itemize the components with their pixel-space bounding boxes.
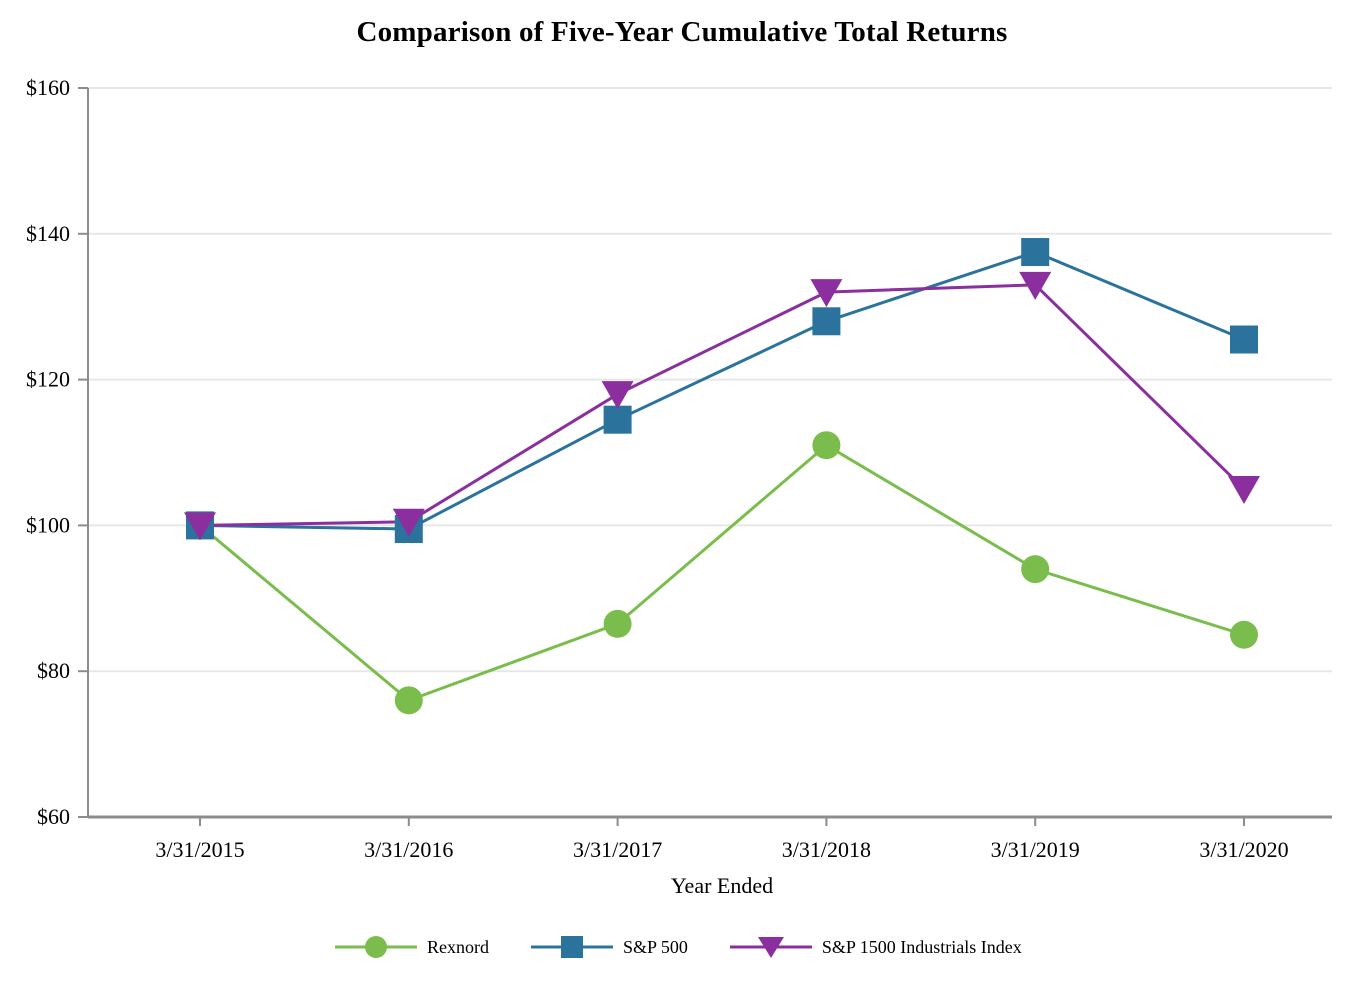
data-point-circle — [1230, 620, 1258, 649]
y-tick-label: $120 — [26, 367, 70, 392]
data-point-circle — [812, 431, 841, 460]
x-tick-label: 3/31/2017 — [573, 837, 662, 862]
legend-circle-icon — [335, 936, 417, 958]
series-line-triangle-down — [198, 283, 1246, 527]
data-point-square — [1230, 325, 1258, 354]
data-point-triangle — [601, 381, 634, 410]
series-line-circle — [198, 443, 1246, 702]
y-tick-label: $100 — [26, 512, 70, 537]
x-axis-title: Year Ended — [670, 873, 774, 898]
data-point-triangle — [1019, 271, 1052, 300]
data-point-triangle — [1228, 475, 1260, 504]
data-point-square — [812, 307, 841, 336]
plot-area: $60 $80 $100 $120 $140 $160 3/31/2015 3/31/2016… — [26, 75, 1332, 862]
legend-square-icon — [531, 936, 613, 958]
data-point-triangle — [184, 512, 216, 541]
data-point-circle — [603, 609, 632, 638]
y-tick-label: $160 — [26, 75, 70, 100]
data-point-circle — [394, 686, 423, 715]
y-tick-label: $80 — [37, 658, 70, 683]
y-tick-label: $60 — [37, 804, 70, 829]
series-line-square — [198, 250, 1246, 531]
data-point-triangle — [810, 279, 843, 308]
legend-triangle-down-icon — [729, 937, 812, 958]
x-tick-label: 3/31/2016 — [364, 837, 453, 862]
legend: Rexnord S&P 500 S&P 1500 Industrials Index — [335, 932, 1022, 962]
x-tick-label: 3/31/2015 — [155, 837, 244, 862]
legend-label: S&P 500 — [623, 936, 688, 957]
legend-item: Rexnord — [335, 932, 489, 962]
chart-title: Comparison of Five-Year Cumulative Total… — [356, 16, 1008, 48]
x-tick-label: 3/31/2019 — [991, 837, 1080, 862]
data-point-square — [603, 405, 632, 434]
data-point-triangle — [392, 508, 425, 537]
data-point-square — [1021, 238, 1050, 267]
legend-item: S&P 1500 Industrials Index — [729, 932, 1022, 962]
y-tick-label: $140 — [26, 221, 70, 246]
legend-label: Rexnord — [427, 936, 489, 957]
x-tick-label: 3/31/2020 — [1199, 837, 1288, 862]
legend-item: S&P 500 — [531, 932, 688, 962]
x-tick-label: 3/31/2018 — [782, 837, 871, 862]
legend-label: S&P 1500 Industrials Index — [821, 936, 1022, 957]
data-point-circle — [1021, 555, 1050, 584]
